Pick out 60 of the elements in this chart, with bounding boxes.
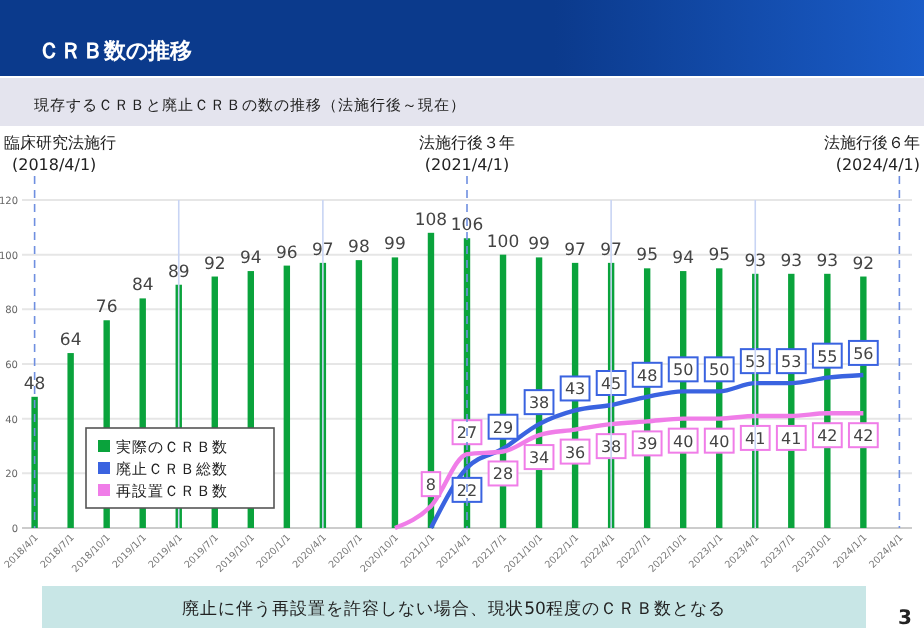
data-label: 50 [709, 361, 730, 380]
data-label: 55 [817, 347, 838, 366]
data-label: 28 [492, 465, 514, 484]
data-label: 48 [23, 374, 46, 395]
data-label: 96 [276, 243, 298, 264]
data-label: 76 [95, 298, 118, 319]
text: 廃止に伴う再設置を許容しない場合、現状50程度のＣＲＢ数となる [182, 598, 726, 620]
data-label: 92 [852, 254, 875, 275]
chart-title: ＣＲＢ数の推移 [38, 38, 192, 64]
data-label: 106 [450, 216, 484, 237]
data-label: 34 [528, 449, 550, 468]
data-label: 42 [817, 427, 838, 446]
bar [31, 396, 38, 528]
data-label: 64 [59, 331, 82, 352]
data-label: 38 [528, 394, 550, 413]
data-label: 29 [492, 418, 514, 437]
data-label: 93 [780, 251, 803, 272]
data-label: 53 [745, 353, 766, 372]
data-label: 41 [745, 429, 766, 448]
data-label: 97 [564, 240, 586, 261]
data-label: 95 [708, 246, 731, 267]
data-label: 97 [600, 240, 622, 261]
data-label: 108 [414, 210, 448, 231]
data-label: 94 [239, 249, 262, 270]
data-label: 41 [781, 429, 802, 448]
data-label: 40 [709, 432, 730, 451]
data-label: 89 [167, 262, 190, 283]
data-label: 56 [853, 344, 874, 363]
bar [67, 353, 74, 528]
data-label: 84 [131, 276, 154, 297]
data-label: 27 [456, 424, 478, 443]
data-label: 100 [486, 232, 520, 253]
ref-line-label: 法施行後６年 (2024/4/1) [824, 134, 920, 174]
data-label: 22 [456, 481, 478, 500]
bar [283, 265, 291, 528]
data-label: 50 [673, 361, 694, 380]
data-label: 45 [600, 375, 622, 393]
ref-line-label: 法施行後３年 (2021/4/1) [419, 134, 515, 174]
data-label: 93 [816, 251, 839, 272]
data-label: 99 [384, 235, 406, 256]
data-label: 42 [853, 427, 874, 446]
data-label: 98 [348, 238, 370, 259]
data-label: 40 [673, 432, 694, 451]
data-label: 97 [312, 240, 334, 261]
data-label: 93 [744, 251, 767, 272]
data-label: 95 [636, 246, 658, 267]
data-label: 48 [636, 366, 658, 385]
data-label: 36 [564, 443, 586, 462]
ref-line-label: 臨床研究法施行 (2018/4/1) [4, 134, 116, 174]
data-label: 43 [564, 380, 586, 399]
bar [391, 257, 399, 528]
data-label: 99 [528, 235, 550, 256]
data-label: 94 [672, 249, 695, 270]
text: 3 [898, 608, 913, 630]
data-label: 53 [781, 353, 802, 372]
data-label: 92 [203, 254, 226, 275]
data-label: 8 [425, 476, 437, 495]
data-label: 38 [600, 438, 622, 457]
bar [355, 260, 363, 528]
data-label: 39 [636, 435, 658, 454]
